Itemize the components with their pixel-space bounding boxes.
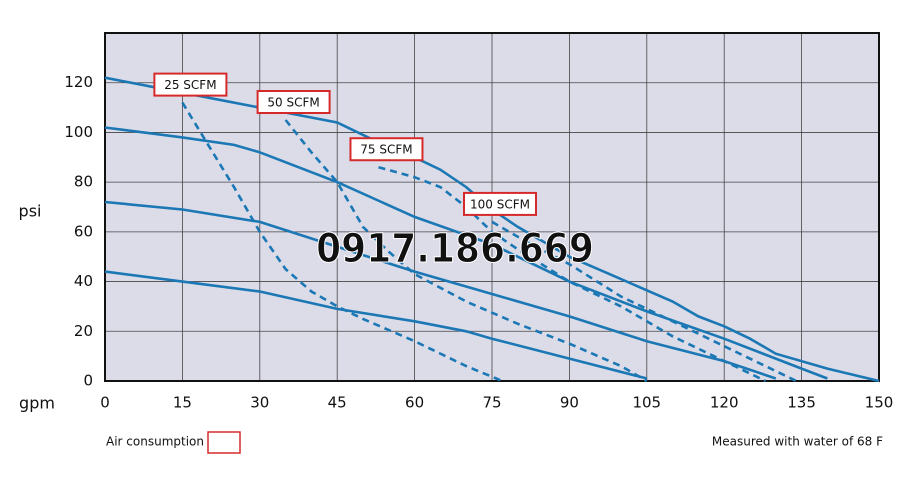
watermark: 0917.186.669 (316, 226, 594, 272)
y-tick-label: 20 (74, 322, 93, 340)
y-tick-label: 0 (83, 372, 93, 390)
series-label-box (153, 72, 228, 97)
line-series (104, 200, 777, 380)
series-label-box (256, 90, 331, 114)
series-label: 75 SCFM (360, 143, 412, 157)
line-series (104, 76, 880, 383)
y-tick-label: 60 (74, 222, 93, 240)
line-series (104, 270, 648, 380)
line-series (491, 220, 797, 383)
series-label: 50 SCFM (267, 96, 319, 110)
note: Measured with water of 68 F (712, 435, 883, 449)
x-tick-label: 60 (405, 394, 424, 412)
line-series (181, 101, 503, 383)
x-tick-label: 0 (100, 394, 110, 412)
x-axis-label: gpm (19, 394, 55, 413)
line-series (378, 165, 767, 383)
legend-label: Air consumption (106, 435, 204, 449)
x-tick-label: 90 (560, 394, 579, 412)
y-tick-label: 100 (64, 123, 93, 141)
line-series (104, 126, 828, 380)
x-tick-label: 120 (710, 394, 739, 412)
x-tick-label: 135 (787, 394, 816, 412)
y-tick-label: 40 (74, 272, 93, 290)
x-tick-label: 45 (328, 394, 347, 412)
series-label-box (349, 137, 424, 162)
y-tick-label: 80 (74, 173, 93, 191)
series-label-box (463, 191, 537, 216)
series-label: 100 SCFM (470, 197, 530, 211)
x-tick-label: 75 (482, 394, 501, 412)
x-tick-label: 105 (632, 394, 661, 412)
x-tick-label: 15 (173, 394, 192, 412)
y-tick-label: 120 (64, 73, 93, 91)
y-axis-label: psi (19, 202, 42, 221)
series-label: 25 SCFM (164, 78, 216, 92)
x-tick-label: 150 (865, 394, 894, 412)
x-tick-label: 30 (250, 394, 269, 412)
legend-swatch (207, 431, 241, 454)
plot-frame (104, 32, 880, 382)
